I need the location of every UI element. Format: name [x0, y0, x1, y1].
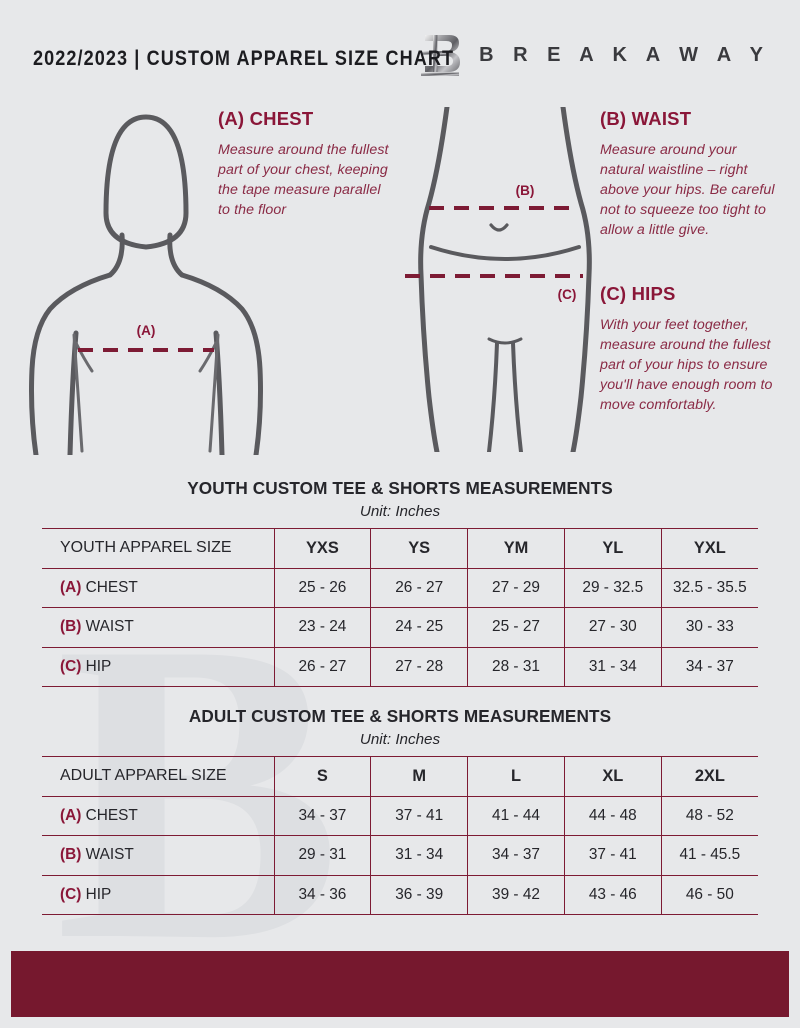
row-label: WAIST [85, 846, 134, 864]
row-label: CHEST [85, 578, 138, 596]
youth-cell-1-3: 27 - 30 [564, 607, 662, 648]
callout-chest: (A) CHEST Measure around the fullest par… [218, 108, 396, 221]
adult-size-col-3: XL [564, 756, 662, 797]
table-row: (C) HIP 34 - 36 36 - 39 39 - 42 43 - 46 … [42, 874, 758, 915]
adult-cell-0-3: 44 - 48 [564, 795, 662, 836]
youth-cell-2-0: 26 - 27 [274, 646, 372, 687]
youth-cell-1-0: 23 - 24 [274, 607, 372, 648]
youth-size-col-1: YS [370, 528, 469, 569]
row-mark: (C) [60, 885, 82, 903]
callout-chest-body: Measure around the fullest part of your … [218, 142, 389, 218]
youth-cell-0-2: 27 - 29 [467, 567, 565, 608]
youth-title: YOUTH CUSTOM TEE & SHORTS MEASUREMENTS [187, 478, 613, 498]
youth-cell-0-3: 29 - 32.5 [564, 567, 662, 608]
table-row: (B) WAIST 23 - 24 24 - 25 25 - 27 27 - 3… [42, 607, 758, 648]
row-mark: (C) [60, 657, 82, 675]
table-row: (C) HIP 26 - 27 27 - 28 28 - 31 31 - 34 … [42, 646, 758, 687]
table-row: (B) WAIST 29 - 31 31 - 34 34 - 37 37 - 4… [42, 835, 758, 876]
youth-cell-1-1: 24 - 25 [370, 607, 469, 648]
adult-cell-1-3: 37 - 41 [564, 835, 662, 876]
callout-waist-heading: (B) WAIST [600, 108, 692, 129]
adult-cell-2-1: 36 - 39 [370, 874, 469, 915]
adult-cell-0-1: 37 - 41 [370, 795, 469, 836]
adult-cell-1-4: 41 - 45.5 [661, 835, 758, 876]
brand-lockup: B R E A K A W A Y [419, 30, 770, 80]
hip-measure-label: (C) [558, 287, 577, 302]
adult-row-2-label: (C) HIP [42, 874, 275, 915]
waist-measure-label: (B) [516, 183, 535, 198]
youth-row-1-label: (B) WAIST [42, 607, 275, 648]
adult-cell-2-2: 39 - 42 [467, 874, 565, 915]
youth-cell-1-4: 30 - 33 [661, 607, 758, 648]
youth-size-col-2: YM [467, 528, 565, 569]
youth-size-col-4: YXL [661, 528, 758, 569]
row-mark: (B) [60, 618, 82, 636]
youth-cell-0-1: 26 - 27 [370, 567, 469, 608]
row-label: CHEST [85, 806, 138, 824]
torso-figure: (A) [29, 114, 263, 455]
adult-header-label: ADULT APPAREL SIZE [42, 756, 275, 797]
breakaway-b-monogram-icon [419, 30, 463, 80]
youth-cell-2-2: 28 - 31 [467, 646, 565, 687]
adult-cell-0-4: 48 - 52 [661, 795, 758, 836]
youth-row-0-label: (A) CHEST [42, 567, 275, 608]
brand-name: B R E A K A W A Y [479, 43, 770, 66]
youth-size-table: YOUTH APPAREL SIZE YXS YS YM YL YXL (A) … [42, 528, 758, 687]
adult-size-table: ADULT APPAREL SIZE S M L XL 2XL (A) CHES… [42, 756, 758, 915]
adult-row-1-label: (B) WAIST [42, 835, 275, 876]
callout-hips-heading: (C) HIPS [600, 283, 676, 304]
adult-cell-2-0: 34 - 36 [274, 874, 372, 915]
measurement-figures: (A) (B) (C) [0, 95, 800, 455]
youth-row-2-label: (C) HIP [42, 646, 275, 687]
youth-cell-0-0: 25 - 26 [274, 567, 372, 608]
page-title: 2022/2023 | CUSTOM APPAREL SIZE CHART [33, 45, 455, 70]
table-header-row: YOUTH APPAREL SIZE YXS YS YM YL YXL [42, 528, 758, 569]
adult-size-col-4: 2XL [661, 756, 758, 797]
table-row: (A) CHEST 34 - 37 37 - 41 41 - 44 44 - 4… [42, 795, 758, 836]
adult-cell-1-0: 29 - 31 [274, 835, 372, 876]
youth-section-title: YOUTH CUSTOM TEE & SHORTS MEASUREMENTS U… [0, 478, 800, 520]
youth-cell-2-1: 27 - 28 [370, 646, 469, 687]
adult-cell-0-2: 41 - 44 [467, 795, 565, 836]
callout-hips-body: With your feet together, measure around … [600, 317, 773, 413]
row-mark: (B) [60, 846, 82, 864]
youth-cell-2-4: 34 - 37 [661, 646, 758, 687]
row-label: HIP [85, 657, 112, 675]
callout-waist: (B) WAIST Measure around your natural wa… [600, 108, 780, 240]
footer-bar [11, 951, 789, 1017]
adult-cell-0-0: 34 - 37 [274, 795, 372, 836]
adult-size-col-1: M [370, 756, 469, 797]
adult-size-col-0: S [274, 756, 372, 797]
row-label: HIP [85, 885, 112, 903]
adult-cell-1-2: 34 - 37 [467, 835, 565, 876]
youth-cell-0-4: 32.5 - 35.5 [661, 567, 758, 608]
youth-cell-2-3: 31 - 34 [564, 646, 662, 687]
page-header: 2022/2023 | CUSTOM APPAREL SIZE CHART [0, 36, 800, 80]
youth-unit: Unit: Inches [359, 503, 441, 520]
adult-cell-1-1: 31 - 34 [370, 835, 469, 876]
youth-cell-1-2: 25 - 27 [467, 607, 565, 648]
row-mark: (A) [60, 578, 82, 596]
callout-hips: (C) HIPS With your feet together, measur… [600, 283, 780, 415]
row-label: WAIST [85, 618, 134, 636]
chest-measure-label: (A) [137, 323, 156, 338]
adult-cell-2-3: 43 - 46 [564, 874, 662, 915]
adult-section-title: ADULT CUSTOM TEE & SHORTS MEASUREMENTS U… [0, 706, 800, 748]
adult-size-col-2: L [467, 756, 565, 797]
row-mark: (A) [60, 806, 82, 824]
adult-title: ADULT CUSTOM TEE & SHORTS MEASUREMENTS [188, 706, 612, 726]
callout-waist-body: Measure around your natural waistline – … [600, 142, 775, 238]
table-header-row: ADULT APPAREL SIZE S M L XL 2XL [42, 756, 758, 797]
lower-body-figure: (B) (C) [405, 107, 592, 452]
youth-header-label: YOUTH APPAREL SIZE [42, 528, 275, 569]
callout-chest-heading: (A) CHEST [218, 108, 314, 129]
adult-cell-2-4: 46 - 50 [661, 874, 758, 915]
youth-size-col-3: YL [564, 528, 662, 569]
table-row: (A) CHEST 25 - 26 26 - 27 27 - 29 29 - 3… [42, 567, 758, 608]
navel-detail [489, 223, 509, 232]
adult-unit: Unit: Inches [359, 731, 441, 748]
adult-row-0-label: (A) CHEST [42, 795, 275, 836]
youth-size-col-0: YXS [274, 528, 372, 569]
